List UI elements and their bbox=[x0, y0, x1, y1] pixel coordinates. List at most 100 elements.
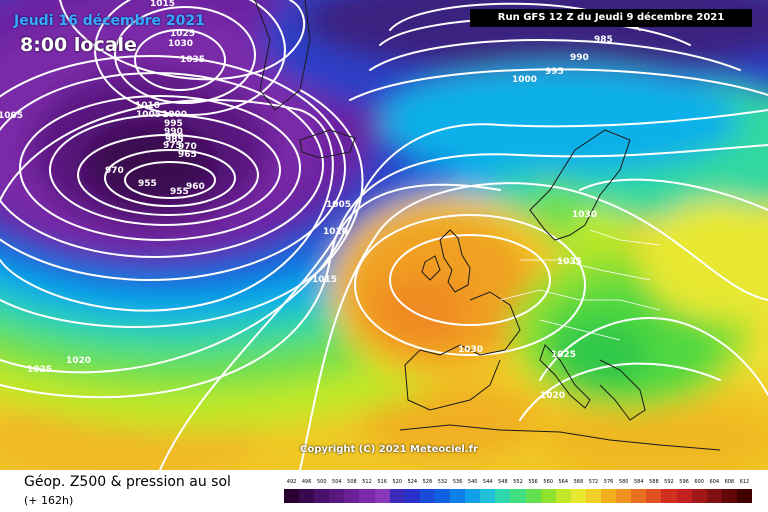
scale-tick-label: 504 bbox=[332, 479, 342, 485]
scale-swatch bbox=[389, 489, 406, 503]
scale-swatch bbox=[450, 489, 466, 503]
scale-swatch bbox=[374, 489, 391, 503]
scale-tick-label: 568 bbox=[573, 479, 584, 485]
pressure-label: 1010 bbox=[323, 227, 348, 237]
pressure-label: 1035 bbox=[557, 257, 582, 267]
scale-tick-label: 560 bbox=[543, 479, 553, 485]
scale-swatch bbox=[706, 489, 723, 503]
scale-tick-label: 564 bbox=[558, 479, 569, 485]
scale-swatch bbox=[616, 489, 632, 503]
model-run-banner: Run GFS 12 Z du Jeudi 9 décembre 2021 bbox=[470, 9, 752, 27]
scale-tick-label: 536 bbox=[452, 479, 463, 485]
pressure-label: 955 bbox=[138, 179, 157, 189]
scale-swatch bbox=[601, 489, 617, 503]
pressure-label: 990 bbox=[570, 53, 589, 63]
pressure-map: 1015 1025 1030 1035 1000 985 990 995 100… bbox=[0, 0, 768, 470]
color-scale: 492 496 500 504 508 512 516 520 524 528 532 536 540 5… bbox=[284, 479, 753, 507]
pressure-label: 1035 bbox=[180, 55, 205, 65]
copyright-notice: Copyright (C) 2021 Meteociel.fr bbox=[300, 444, 478, 455]
scale-swatch bbox=[631, 489, 647, 503]
scale-swatch bbox=[585, 489, 602, 503]
scale-swatch bbox=[299, 489, 315, 503]
scale-tick-label: 496 bbox=[301, 479, 312, 485]
scale-swatch bbox=[329, 489, 345, 503]
scale-tick-label: 532 bbox=[437, 479, 448, 485]
pressure-label: 1025 bbox=[170, 29, 195, 39]
pressure-label: 1030 bbox=[458, 345, 483, 355]
scale-tick-label: 600 bbox=[694, 479, 704, 485]
scale-swatch bbox=[676, 489, 693, 503]
pressure-label: 970 bbox=[105, 166, 124, 176]
scale-swatch bbox=[404, 489, 421, 503]
pressure-label: 955 bbox=[170, 187, 189, 197]
scale-tick-label: 544 bbox=[483, 479, 493, 485]
pressure-label: 1020 bbox=[540, 391, 565, 401]
pressure-label: 995 bbox=[164, 119, 183, 129]
scale-swatch bbox=[314, 489, 330, 503]
scale-swatch bbox=[495, 489, 511, 503]
scale-tick-label: 604 bbox=[709, 479, 720, 485]
pressure-label: 1025 bbox=[27, 365, 52, 375]
scale-tick-label: 548 bbox=[498, 479, 508, 485]
geopotential-field bbox=[0, 0, 768, 470]
scale-swatch bbox=[691, 489, 708, 503]
scale-tick-label: 528 bbox=[422, 479, 433, 485]
scale-tick-label: 572 bbox=[588, 479, 599, 485]
pressure-label: 985 bbox=[165, 135, 184, 145]
forecast-lead-time: (+ 162h) bbox=[24, 494, 74, 507]
scale-tick-label: 512 bbox=[362, 479, 372, 485]
pressure-label: 1000 bbox=[512, 75, 537, 85]
scale-tick-label: 492 bbox=[286, 479, 297, 485]
scale-tick-label: 524 bbox=[407, 479, 418, 485]
scale-swatch bbox=[434, 489, 451, 503]
scale-tick-label: 508 bbox=[347, 479, 357, 485]
pressure-label: 1010 bbox=[135, 101, 160, 111]
pressure-label: 985 bbox=[594, 35, 613, 45]
pressure-labels: 1015 1025 1030 1035 1000 985 990 995 100… bbox=[0, 0, 613, 401]
pressure-label: 1020 bbox=[66, 356, 91, 366]
scale-swatch bbox=[555, 489, 572, 503]
scale-tick-label: 608 bbox=[724, 479, 735, 485]
scale-tick-label: 580 bbox=[618, 479, 629, 485]
scale-swatch bbox=[419, 489, 436, 503]
scale-swatch bbox=[721, 489, 738, 503]
pressure-label: 1015 bbox=[312, 275, 337, 285]
pressure-label: 965 bbox=[178, 150, 197, 160]
pressure-label: 1005 bbox=[326, 200, 351, 210]
pressure-label: 980 bbox=[165, 132, 184, 142]
pressure-label: 1000 bbox=[162, 110, 187, 120]
pressure-label: 995 bbox=[545, 67, 564, 77]
pressure-label: 1030 bbox=[168, 39, 193, 49]
pressure-label: 970 bbox=[178, 142, 197, 152]
scale-swatch bbox=[736, 489, 753, 503]
pressure-label: 990 bbox=[164, 127, 183, 137]
scale-swatch bbox=[525, 489, 542, 503]
scale-swatch bbox=[465, 489, 481, 503]
pressure-label: 1005 bbox=[0, 111, 23, 121]
scale-swatch bbox=[570, 489, 587, 503]
scale-tick-label: 592 bbox=[664, 479, 674, 485]
scale-tick-label: 540 bbox=[467, 479, 478, 485]
map-title: Géop. Z500 & pression au sol bbox=[24, 474, 231, 490]
scale-tick-label: 612 bbox=[739, 479, 750, 485]
pressure-label: 975 bbox=[163, 141, 182, 151]
pressure-label: 960 bbox=[186, 182, 205, 192]
scale-swatch bbox=[510, 489, 527, 503]
scale-swatch bbox=[344, 489, 360, 503]
legend-footer: Géop. Z500 & pression au sol (+ 162h) 49… bbox=[0, 470, 768, 512]
scale-tick-label: 552 bbox=[513, 479, 523, 485]
scale-tick-label: 520 bbox=[392, 479, 402, 485]
scale-swatch bbox=[540, 489, 557, 503]
scale-swatch bbox=[284, 489, 300, 503]
pressure-label: 1015 bbox=[150, 0, 175, 9]
scale-swatch bbox=[661, 489, 677, 503]
scale-tick-label: 516 bbox=[377, 479, 387, 485]
coastlines bbox=[254, 0, 721, 451]
scale-tick-label: 500 bbox=[316, 479, 327, 485]
scale-swatch bbox=[359, 489, 376, 503]
scale-tick-label: 584 bbox=[633, 479, 644, 485]
forecast-date: Jeudi 16 décembre 2021 bbox=[14, 13, 205, 29]
scale-swatch bbox=[646, 489, 662, 503]
forecast-hour: 8:00 locale bbox=[20, 34, 137, 56]
